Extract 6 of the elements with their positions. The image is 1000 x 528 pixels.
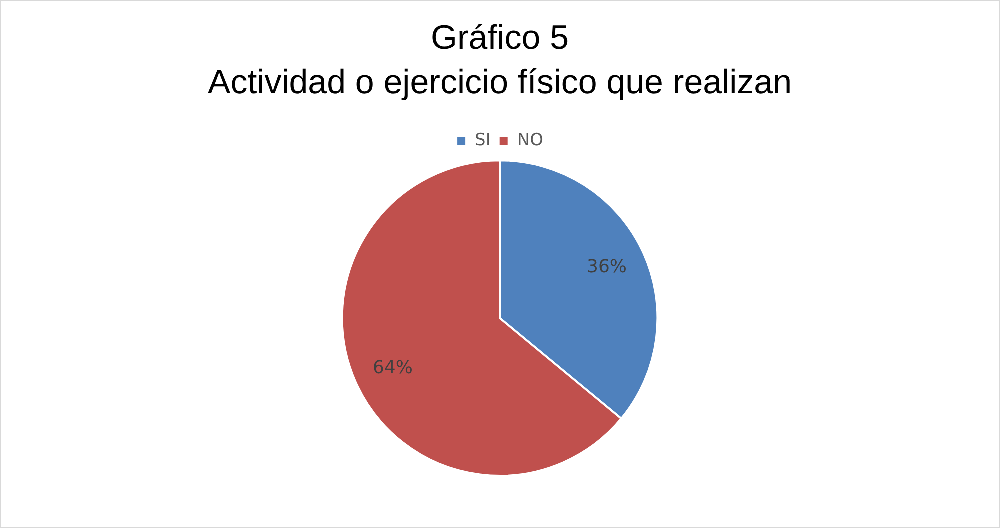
data-label: 64% (372, 357, 413, 378)
data-label: 36% (587, 256, 628, 278)
chart-title: Gráfico 5 (431, 18, 569, 57)
chart-subtitle: Actividad o ejercicio físico que realizan (208, 64, 792, 102)
legend-label: SI (475, 130, 491, 151)
legend-label: NO (517, 130, 544, 151)
